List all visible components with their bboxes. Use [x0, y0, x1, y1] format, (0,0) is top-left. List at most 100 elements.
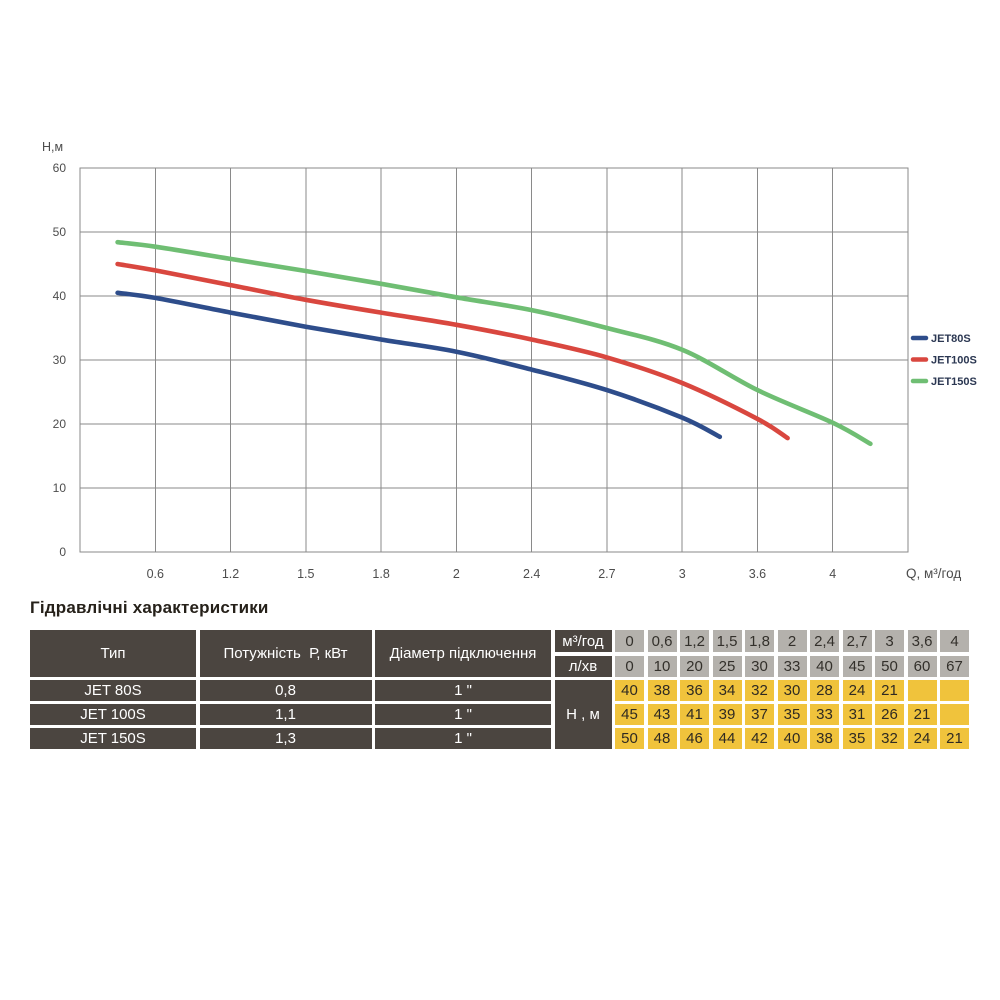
flow-lmin-value: 33 — [777, 655, 807, 677]
pump-power: 1,1 — [199, 704, 372, 725]
y-axis-tick-label: 40 — [53, 289, 67, 303]
head-units-label: Н , м — [554, 680, 612, 749]
head-value: 38 — [647, 680, 677, 701]
x-axis-tick-label: 3.6 — [749, 567, 766, 581]
unit-header-lmin: л/хв — [554, 655, 612, 677]
x-axis-title: Q, м³/год — [906, 566, 961, 581]
flow-lmin-value: 30 — [745, 655, 774, 677]
head-value: 31 — [842, 704, 872, 725]
head-value: 33 — [810, 704, 839, 725]
x-axis-tick-label: 1.2 — [222, 567, 239, 581]
y-axis-tick-label: 50 — [53, 225, 67, 239]
head-value: 32 — [745, 680, 774, 701]
pump-diameter: 1 " — [375, 680, 551, 701]
legend-label-jet80s: JET80S — [931, 333, 971, 345]
pump-diameter: 1 " — [375, 704, 551, 725]
x-axis-tick-label: 1.8 — [372, 567, 389, 581]
legend-label-jet100s: JET100S — [931, 355, 977, 367]
head-value — [940, 680, 969, 701]
column-header-1: Потужність Р, кВт — [199, 630, 372, 677]
flow-lmin-value: 60 — [907, 655, 937, 677]
pump-type: JET 150S — [30, 728, 196, 749]
x-axis-tick-label: 1.5 — [297, 567, 314, 581]
head-value: 44 — [712, 728, 742, 749]
flow-m3h-value: 0 — [615, 630, 644, 652]
y-axis-tick-label: 20 — [53, 417, 67, 431]
head-value: 39 — [712, 704, 742, 725]
flow-m3h-value: 2,4 — [810, 630, 839, 652]
flow-m3h-value: 2 — [777, 630, 807, 652]
head-value: 37 — [745, 704, 774, 725]
hydraulic-characteristics-table: Тип Потужність Р, кВт Діаметр підключення м… — [30, 630, 969, 749]
head-value: 48 — [647, 728, 677, 749]
pump-power: 0,8 — [199, 680, 372, 701]
series-curve-jet100s — [115, 261, 790, 441]
head-value: 36 — [680, 680, 709, 701]
head-value: 43 — [647, 704, 677, 725]
plot-border — [79, 167, 909, 553]
x-axis-tick-label: 0.6 — [147, 567, 164, 581]
series-curve-jet80s — [115, 290, 723, 440]
flow-lmin-value: 40 — [810, 655, 839, 677]
head-value: 34 — [712, 680, 742, 701]
flow-lmin-value: 67 — [940, 655, 969, 677]
flow-lmin-value: 10 — [647, 655, 677, 677]
flow-m3h-value: 3 — [875, 630, 904, 652]
column-header-2: Діаметр підключення — [375, 630, 551, 677]
pump-curves-chart: 0 10 20 30 40 50 60 0.6 1.2 1.5 1.8 2 2.4 2.7 3 3.6 4 Н,м… — [42, 140, 977, 581]
x-axis-tick-label: 3 — [679, 567, 686, 581]
x-axis-tick-label: 2.4 — [523, 567, 540, 581]
y-axis-title: Н,м — [42, 140, 63, 154]
pump-type: JET 80S — [30, 680, 196, 701]
column-header-0: Тип — [30, 630, 196, 677]
head-value: 28 — [810, 680, 839, 701]
pump-power: 1,3 — [199, 728, 372, 749]
flow-m3h-value: 2,7 — [842, 630, 872, 652]
head-value — [940, 704, 969, 725]
head-value: 21 — [940, 728, 969, 749]
flow-lmin-value: 25 — [712, 655, 742, 677]
unit-header-m3h: м³/год — [554, 630, 612, 652]
head-value: 21 — [875, 680, 904, 701]
head-value: 50 — [615, 728, 644, 749]
flow-m3h-value: 3,6 — [907, 630, 937, 652]
head-value: 32 — [875, 728, 904, 749]
flow-lmin-value: 50 — [875, 655, 904, 677]
section-title: Гідравлічні характеристики — [30, 598, 269, 617]
head-value: 40 — [615, 680, 644, 701]
head-value: 35 — [777, 704, 807, 725]
y-axis-tick-label: 60 — [53, 161, 67, 175]
head-value: 46 — [680, 728, 709, 749]
head-value: 26 — [875, 704, 904, 725]
x-axis-tick-label: 2 — [453, 567, 460, 581]
flow-m3h-value: 4 — [940, 630, 969, 652]
flow-lmin-value: 0 — [615, 655, 644, 677]
flow-lmin-value: 45 — [842, 655, 872, 677]
y-axis-tick-label: 0 — [59, 545, 66, 559]
head-value: 24 — [842, 680, 872, 701]
pump-type: JET 100S — [30, 704, 196, 725]
flow-m3h-value: 1,5 — [712, 630, 742, 652]
y-axis-tick-label: 10 — [53, 481, 67, 495]
head-value: 21 — [907, 704, 937, 725]
head-value: 38 — [810, 728, 839, 749]
pump-diameter: 1 " — [375, 728, 551, 749]
head-value: 35 — [842, 728, 872, 749]
head-value: 42 — [745, 728, 774, 749]
head-value: 45 — [615, 704, 644, 725]
flow-lmin-value: 20 — [680, 655, 709, 677]
head-value: 30 — [777, 680, 807, 701]
x-axis-tick-label: 2.7 — [598, 567, 615, 581]
y-axis-tick-label: 30 — [53, 353, 67, 367]
x-axis-tick-label: 4 — [829, 567, 836, 581]
head-value: 40 — [777, 728, 807, 749]
head-value — [907, 680, 937, 701]
flow-m3h-value: 1,8 — [745, 630, 774, 652]
head-value: 24 — [907, 728, 937, 749]
head-value: 41 — [680, 704, 709, 725]
flow-m3h-value: 1,2 — [680, 630, 709, 652]
legend-label-jet150s: JET150S — [931, 376, 977, 388]
flow-m3h-value: 0,6 — [647, 630, 677, 652]
series-curve-jet150s — [115, 239, 873, 447]
